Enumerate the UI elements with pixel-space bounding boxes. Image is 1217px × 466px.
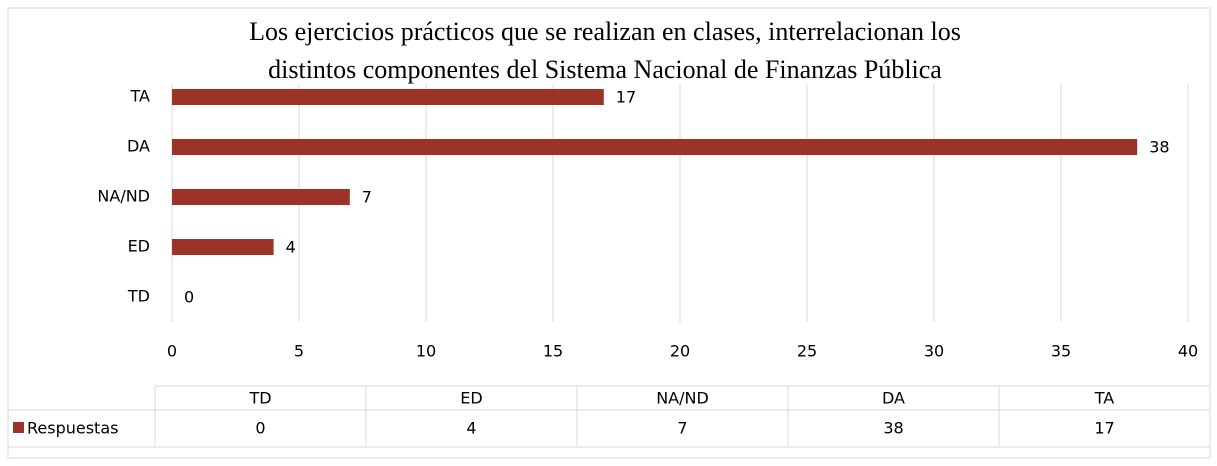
x-tick-label: 40 [1178, 342, 1198, 361]
y-tick-label: TA [130, 87, 151, 106]
table-header: DA [882, 389, 905, 408]
chart-title: Los ejercicios prácticos que se realizan… [249, 17, 961, 46]
data-label: 7 [362, 188, 372, 207]
x-tick-label: 5 [294, 342, 304, 361]
table-value: 38 [883, 419, 903, 438]
table-value: 4 [466, 419, 476, 438]
bar [172, 89, 604, 105]
data-label: 38 [1149, 138, 1169, 157]
x-tick-label: 20 [670, 342, 690, 361]
x-tick-label: 10 [416, 342, 436, 361]
table-value: 0 [255, 419, 265, 438]
x-tick-label: 15 [543, 342, 563, 361]
y-tick-label: TD [127, 287, 150, 306]
chart-frame [7, 7, 1211, 459]
bar [172, 189, 350, 205]
data-label: 17 [616, 88, 636, 107]
chart-title: distintos componentes del Sistema Nacion… [268, 55, 942, 84]
x-tick-label: 0 [167, 342, 177, 361]
table-value: 17 [1094, 419, 1114, 438]
data-label: 4 [286, 238, 296, 257]
data-label: 0 [184, 288, 194, 307]
x-tick-label: 30 [924, 342, 944, 361]
x-tick-label: 25 [797, 342, 817, 361]
x-tick-label: 35 [1051, 342, 1071, 361]
y-tick-label: DA [127, 137, 150, 156]
y-tick-label: NA/ND [97, 187, 150, 206]
table-header: ED [460, 389, 482, 408]
table-header: TD [248, 389, 271, 408]
y-tick-label: ED [128, 237, 150, 256]
bar [172, 139, 1138, 155]
table-header: NA/ND [656, 389, 709, 408]
table-value: 7 [677, 419, 687, 438]
bar [172, 239, 274, 255]
legend-label: Respuestas [27, 419, 118, 438]
legend-swatch [13, 422, 24, 433]
table-header: TA [1094, 389, 1115, 408]
